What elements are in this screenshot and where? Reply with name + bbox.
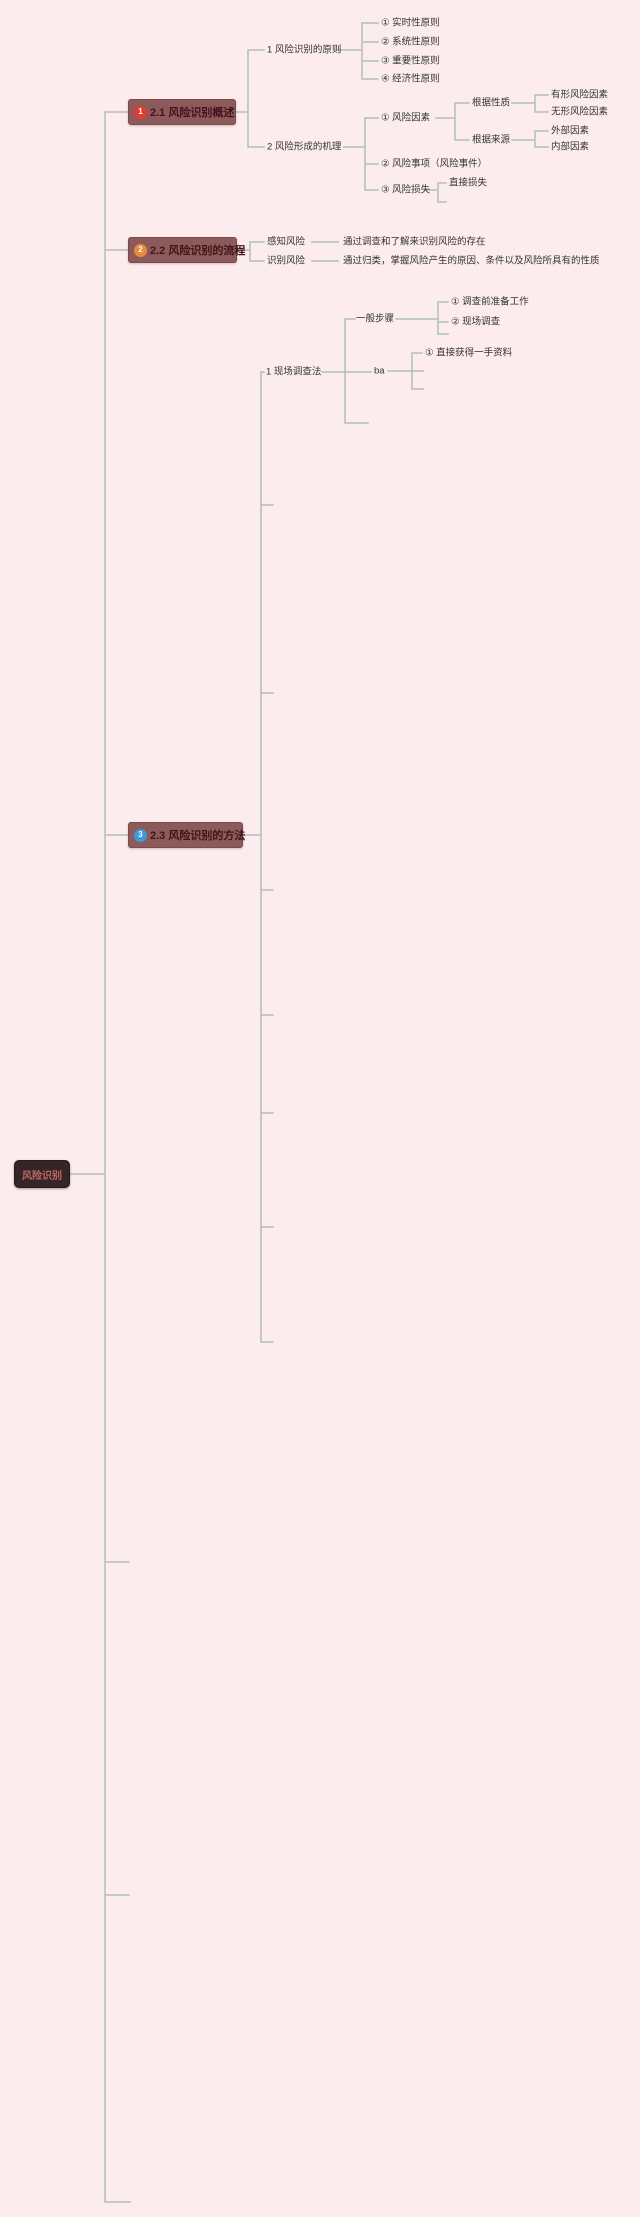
priority-3-icon: 3 — [134, 828, 147, 842]
note-perceive-risk: 通过调查和了解来识别风险的存在 — [343, 236, 486, 248]
section2-lines — [236, 241, 339, 262]
branch-risk-formation-mechanism[interactable]: 2 风险形成的机理 — [267, 141, 342, 153]
note-identify-risk: 通过归类，掌握风险产生的原因、条件以及风险所具有的性质 — [343, 255, 600, 267]
priority-1-icon: 1 — [134, 105, 147, 119]
priority-2-number: 2 — [138, 245, 143, 254]
branch-identification-principles[interactable]: 1 风险识别的原则 — [267, 44, 342, 56]
principle-systematic[interactable]: ② 系统性原则 — [381, 36, 440, 48]
node-field-survey-method[interactable]: 1 现场调查法 — [266, 366, 322, 378]
priority-1-number: 1 — [138, 107, 143, 116]
node-external-factors[interactable]: 外部因素 — [551, 125, 590, 137]
node-direct-loss[interactable]: 直接损失 — [449, 177, 488, 189]
node-ba[interactable]: ba — [374, 365, 385, 377]
node-pre-survey-preparation[interactable]: ① 调查前准备工作 — [451, 296, 529, 308]
node-risk-factors[interactable]: ① 风险因素 — [381, 112, 431, 124]
node-tangible-risk-factors[interactable]: 有形风险因素 — [551, 89, 609, 101]
principle-importance[interactable]: ③ 重要性原则 — [381, 55, 440, 67]
node-internal-factors[interactable]: 内部因素 — [551, 141, 590, 153]
node-firsthand-data[interactable]: ① 直接获得一手资料 — [425, 347, 513, 359]
node-risk-loss[interactable]: ③ 风险损失 — [381, 184, 431, 196]
node-risk-events[interactable]: ② 风险事项（风险事件） — [381, 158, 488, 170]
principle-realtime[interactable]: ① 实时性原则 — [381, 17, 440, 29]
topic-2-3-methods[interactable]: 3 2.3 风险识别的方法 — [128, 822, 246, 848]
topic-2-2-label: 2.2 风险识别的流程 — [150, 245, 246, 257]
root-topic-label: 风险识别 — [22, 1170, 62, 1182]
main-spine-line — [69, 111, 131, 2203]
topic-2-3-label: 2.3 风险识别的方法 — [150, 830, 246, 842]
topic-2-2-process[interactable]: 2 2.2 风险识别的流程 — [128, 237, 245, 263]
node-intangible-risk-factors[interactable]: 无形风险因素 — [551, 106, 609, 118]
node-by-nature[interactable]: 根据性质 — [472, 97, 511, 109]
topic-2-1-overview[interactable]: 1 2.1 风险识别概述 — [128, 99, 236, 125]
node-field-survey-step[interactable]: ② 现场调查 — [451, 316, 501, 328]
priority-3-number: 3 — [138, 830, 143, 839]
node-general-steps[interactable]: 一般步骤 — [356, 313, 395, 325]
section1-lines — [235, 22, 549, 203]
node-by-source[interactable]: 根据来源 — [472, 134, 511, 146]
topic-2-1-label: 2.1 风险识别概述 — [150, 107, 235, 119]
node-identify-risk[interactable]: 识别风险 — [267, 255, 306, 267]
priority-2-icon: 2 — [134, 243, 147, 257]
root-topic[interactable]: 风险识别 — [14, 1160, 70, 1188]
section3-lines — [242, 301, 449, 1343]
node-perceive-risk[interactable]: 感知风险 — [267, 236, 306, 248]
principle-economic[interactable]: ④ 经济性原则 — [381, 73, 440, 85]
